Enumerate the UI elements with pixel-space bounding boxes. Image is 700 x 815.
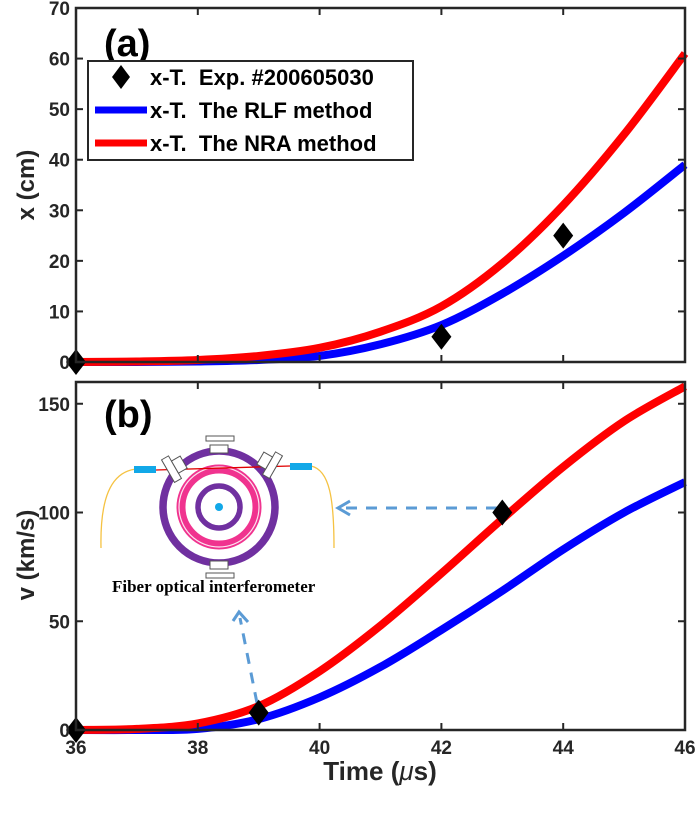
panel-a-y-tick-label: 70 <box>49 0 70 20</box>
interferometer-inset: Fiber optical interferometer <box>100 435 335 596</box>
x-axis-label-mu: μ <box>398 756 413 786</box>
panel-b-experiment-point <box>248 699 269 726</box>
panel-b-ticks: 36 38 40 42 44 46 0 50 100 150 <box>38 382 696 759</box>
core-dot <box>215 503 223 511</box>
legend-entry-rlf: x-T. The RLF method <box>150 98 372 123</box>
annotation-arrows <box>231 499 497 704</box>
x-tick-label: 36 <box>65 738 86 759</box>
panel-b-experiment-point <box>492 499 513 526</box>
panel-a-y-tick-label: 20 <box>49 252 70 273</box>
panel-b-y-axis-label: v (km/s) <box>13 510 40 601</box>
panel-a-y-tick-label: 40 <box>49 151 70 172</box>
port-right-window <box>256 451 284 480</box>
panel-b-axes-frame <box>74 380 687 732</box>
fiber-right <box>310 465 335 549</box>
arrowhead-left <box>335 499 351 517</box>
plasma-ring-highlight <box>178 466 260 548</box>
panel-a-y-tick-label: 60 <box>49 50 70 71</box>
fiber-connector-left <box>134 466 156 473</box>
panel-a-y-tick-label: 50 <box>49 100 70 121</box>
panel-a-y-tick-label: 30 <box>49 201 70 222</box>
panel-b-y-tick-label: 150 <box>38 395 70 416</box>
panel-a-label: (a) <box>104 23 150 65</box>
panel-b-y-tick-label: 50 <box>49 612 70 633</box>
plasma-ring <box>176 464 262 550</box>
panel-b-marks <box>66 382 687 743</box>
panel-a-axes-frame <box>74 6 687 364</box>
x-tick-label: 40 <box>309 738 330 759</box>
panel-a-y-tick-label: 0 <box>59 353 70 374</box>
x-axis-label-suffix: s) <box>414 756 437 786</box>
panel-a-y-tick-label: 10 <box>49 302 70 323</box>
x-tick-label: 46 <box>674 738 695 759</box>
x-tick-label: 44 <box>553 738 575 759</box>
panel-a-ticks: 0 10 20 30 40 50 60 70 <box>49 0 686 374</box>
arrowhead-up <box>231 609 250 624</box>
legend-entry-nra: x-T. The NRA method <box>150 131 377 156</box>
panel-b: Fiber optical interferometer 36 38 40 42 44 4… <box>13 380 696 786</box>
port-left-window <box>160 455 188 484</box>
port-bottom <box>205 560 235 579</box>
legend-marker-diamond <box>112 65 130 89</box>
panel-b-nra-line <box>75 382 687 734</box>
panel-a-experiment-point <box>553 222 574 249</box>
panel-a-nra-line <box>75 51 689 366</box>
x-axis-label-prefix: Time ( <box>323 756 399 786</box>
panel-a-y-axis-label: x (cm) <box>13 150 40 221</box>
fiber-left <box>100 468 137 549</box>
arrow-to-inset-vertical <box>238 617 259 704</box>
panel-a-experiment-point <box>431 323 452 350</box>
inset-caption: Fiber optical interferometer <box>112 577 316 596</box>
legend: x-T. Exp. #200605030 x-T. The RLF method… <box>87 60 414 161</box>
inner-electrode-ring <box>195 483 243 531</box>
x-axis-label: Time (μs) <box>323 756 436 786</box>
x-tick-label: 42 <box>431 738 452 759</box>
panel-b-y-tick-label: 0 <box>59 721 70 742</box>
x-tick-label: 38 <box>187 738 208 759</box>
legend-entry-experiment: x-T. Exp. #200605030 <box>150 65 374 90</box>
port-top <box>205 435 235 454</box>
panel-b-y-tick-label: 100 <box>38 504 70 525</box>
panel-b-label: (b) <box>104 394 153 436</box>
panel-a: 0 10 20 30 40 50 60 70 (a) x (cm) x-T. Exp. #20… <box>13 0 689 375</box>
fiber-connector-right <box>290 463 312 470</box>
